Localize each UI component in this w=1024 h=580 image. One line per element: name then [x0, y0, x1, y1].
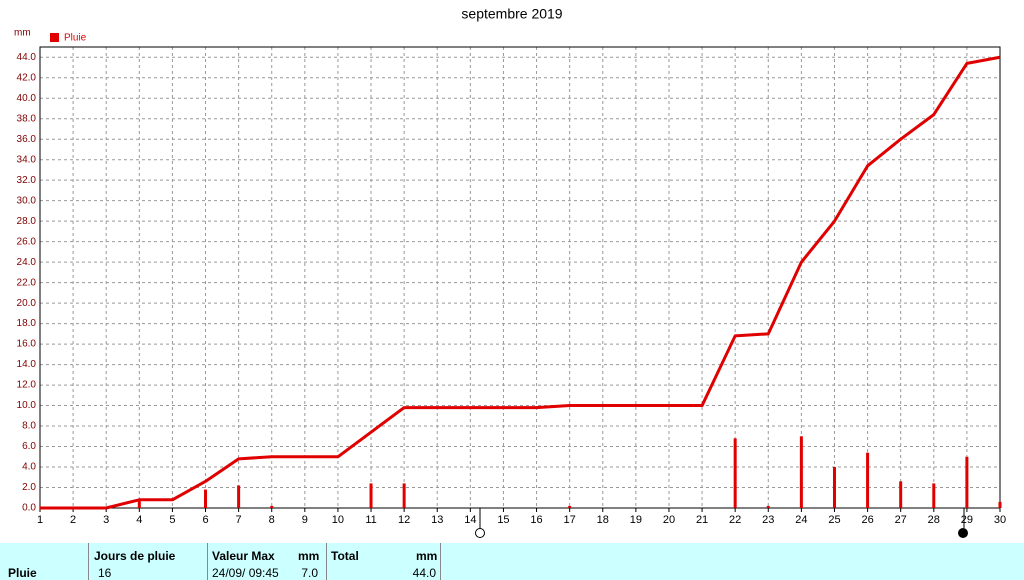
y-tick-label: 36.0 — [17, 134, 37, 145]
y-tick-label: 2.0 — [22, 482, 36, 493]
bar — [899, 481, 903, 508]
y-tick-label: 24.0 — [17, 257, 37, 268]
bar — [402, 483, 406, 508]
x-tick-label: 12 — [398, 514, 410, 526]
x-tick-label: 27 — [895, 514, 907, 526]
x-tick-label: 17 — [564, 514, 576, 526]
bar — [832, 467, 836, 508]
table-header: Valeur Max — [212, 549, 275, 563]
plot-frame — [39, 46, 1001, 509]
y-tick-label: 42.0 — [17, 72, 37, 83]
x-tick-label: 10 — [332, 514, 344, 526]
x-tick-label: 8 — [269, 514, 275, 526]
bar — [766, 505, 770, 508]
summary-table: Jours de pluie Valeur Max mm Total mm Pl… — [0, 543, 1024, 580]
x-tick-label: 23 — [762, 514, 774, 526]
y-tick-label: 6.0 — [22, 441, 36, 452]
x-tick-label: 11 — [365, 514, 376, 526]
table-cell: 44.0 — [412, 566, 436, 580]
cumulative-line — [40, 55, 1001, 510]
bar — [733, 438, 737, 508]
table-cell: 24/09/ 09:45 — [212, 566, 279, 580]
column-separator — [326, 543, 327, 580]
y-unit: mm — [14, 28, 31, 39]
x-tick-label: 9 — [302, 514, 308, 526]
x-tick-label: 14 — [464, 514, 476, 526]
table-header: Total — [331, 549, 359, 563]
x-tick-label: 13 — [431, 514, 443, 526]
x-tick-label: 22 — [729, 514, 741, 526]
x-tick-label: 29 — [961, 514, 973, 526]
column-separator — [440, 543, 441, 580]
y-tick-label: 28.0 — [17, 216, 37, 227]
x-tick-label: 25 — [828, 514, 840, 526]
y-tick-label: 10.0 — [17, 400, 37, 411]
table-cell: 16 — [98, 566, 112, 580]
x-tick-label: 4 — [136, 514, 142, 526]
bar — [237, 485, 241, 508]
y-tick-label: 0.0 — [22, 503, 36, 514]
x-tick-label: 18 — [597, 514, 609, 526]
x-tick-label: 6 — [202, 514, 208, 526]
bar — [204, 489, 208, 508]
bar — [137, 499, 141, 508]
x-tick-label: 3 — [103, 514, 109, 526]
table-header: mm — [416, 549, 438, 563]
y-tick-label: 16.0 — [17, 339, 37, 350]
bar — [932, 483, 936, 508]
y-tick-label: 32.0 — [17, 175, 37, 186]
chart: septembre 2019 mm Pluie 0.0 2.0 4.0 6.0 8.0 1… — [14, 6, 1006, 538]
bar — [270, 505, 274, 508]
bar — [369, 483, 373, 508]
y-tick-label: 30.0 — [17, 195, 37, 206]
bar — [866, 452, 870, 508]
bar — [998, 501, 1002, 508]
x-tick-label: 16 — [530, 514, 542, 526]
legend-swatch — [50, 33, 59, 42]
y-tick-label: 44.0 — [17, 52, 37, 63]
y-tick-label: 4.0 — [22, 462, 36, 473]
x-tick-label: 21 — [696, 514, 708, 526]
x-tick-label: 20 — [663, 514, 675, 526]
x-tick-label: 1 — [37, 514, 43, 526]
x-tick-label: 26 — [861, 514, 873, 526]
bar — [965, 456, 969, 508]
bar — [568, 505, 572, 508]
moon-icon — [958, 528, 968, 538]
y-tick-label: 20.0 — [17, 298, 37, 309]
y-tick-label: 22.0 — [17, 277, 37, 288]
x-tick-label: 30 — [994, 514, 1006, 526]
row-label: Pluie — [8, 566, 37, 580]
x-tick-label: 7 — [236, 514, 242, 526]
moon-icon — [475, 528, 485, 538]
chart-title: septembre 2019 — [461, 6, 562, 22]
x-tick-label: 28 — [928, 514, 940, 526]
x-tick-label: 5 — [169, 514, 175, 526]
y-tick-label: 34.0 — [17, 154, 37, 165]
legend-label: Pluie — [64, 33, 87, 44]
y-tick-label: 12.0 — [17, 380, 37, 391]
x-tick-label: 24 — [795, 514, 807, 526]
y-tick-label: 26.0 — [17, 236, 37, 247]
column-separator — [88, 543, 89, 580]
table-header: Jours de pluie — [94, 549, 176, 563]
y-tick-label: 38.0 — [17, 113, 37, 124]
bar — [799, 436, 803, 508]
table-cell: 7.0 — [301, 566, 318, 580]
x-tick-label: 19 — [630, 514, 642, 526]
x-tick-label: 15 — [497, 514, 509, 526]
column-separator — [207, 543, 208, 580]
y-tick-label: 18.0 — [17, 318, 37, 329]
table-header: mm — [298, 549, 320, 563]
y-tick-label: 14.0 — [17, 359, 37, 370]
y-tick-label: 8.0 — [22, 421, 36, 432]
x-tick-label: 2 — [70, 514, 76, 526]
y-tick-label: 40.0 — [17, 93, 37, 104]
